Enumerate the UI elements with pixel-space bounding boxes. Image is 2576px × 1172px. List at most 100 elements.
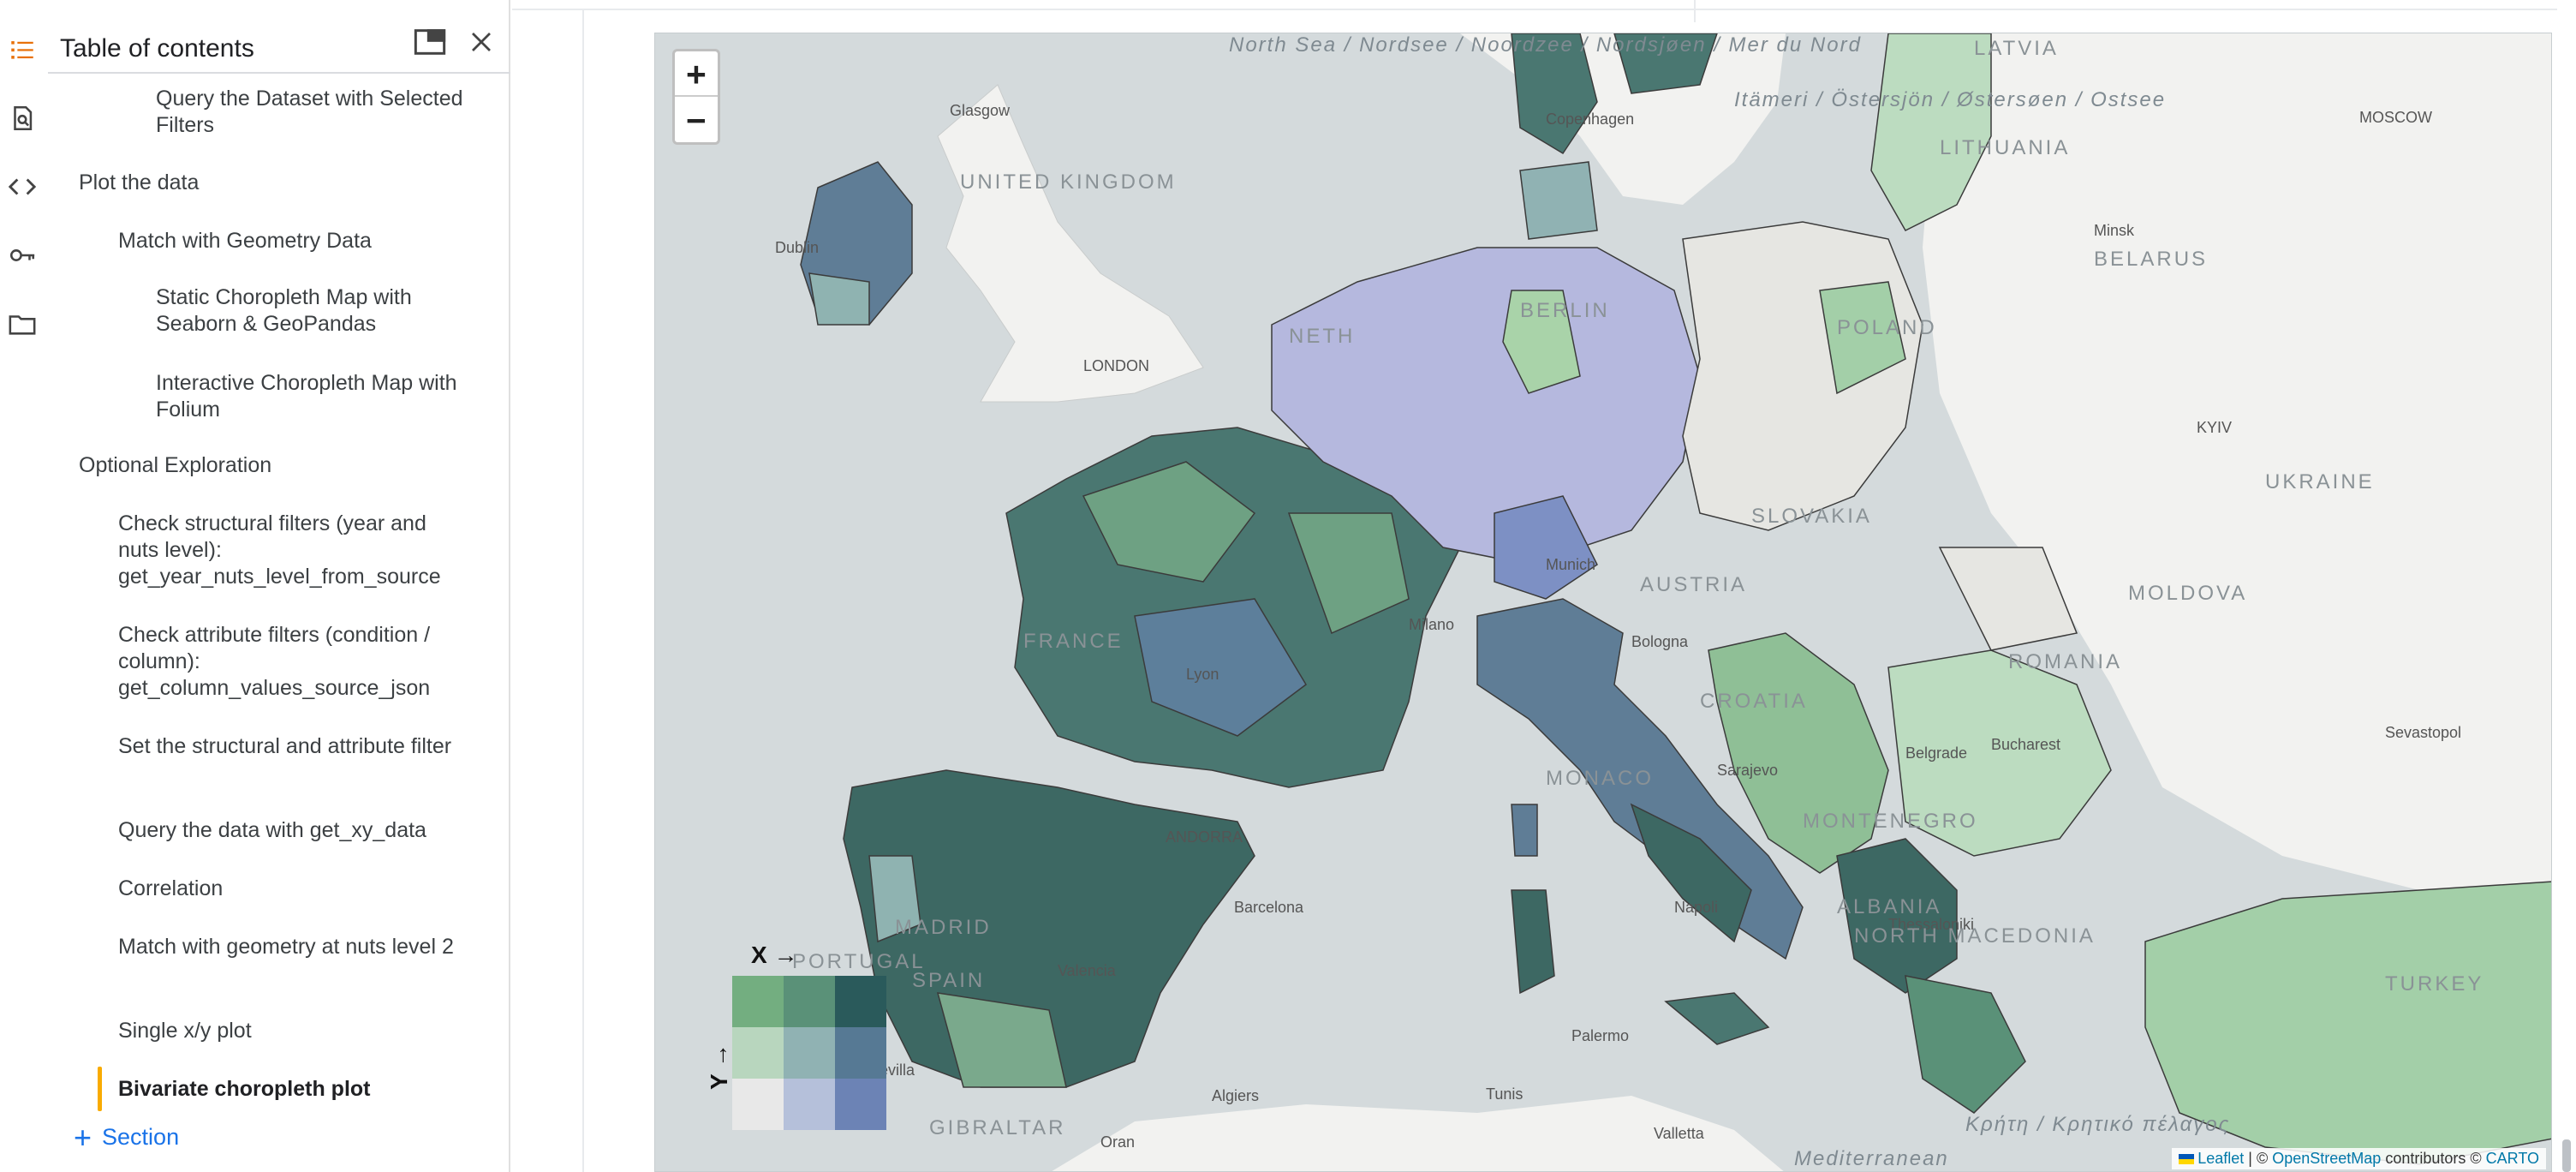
map-label: Sevastopol — [2385, 724, 2462, 741]
toc-item[interactable]: Single x/y plot — [118, 1019, 252, 1043]
map-label: TURKEY — [2385, 972, 2484, 996]
map-label: Bologna — [1631, 633, 1689, 650]
notebook-main: North Sea / Nordsee / Noordzee / Nordsjø… — [512, 0, 2576, 1172]
map-label: MOSCOW — [2359, 109, 2432, 126]
toc-panel: Table of contents Query the Dataset with… — [48, 0, 553, 1172]
legend-x-label: X → — [751, 942, 798, 968]
leaflet-link[interactable]: Leaflet — [2197, 1150, 2245, 1167]
map-label: FRANCE — [1023, 630, 1124, 653]
map-label: Napoli — [1674, 899, 1719, 916]
map-label: MONACO — [1546, 767, 1654, 790]
toc-item[interactable]: Plot the data — [79, 170, 200, 194]
map-label: Oran — [1100, 1133, 1136, 1151]
key-icon[interactable] — [3, 236, 41, 274]
legend-cell — [732, 1079, 784, 1130]
legend-y-label: Y → — [705, 1043, 732, 1090]
map-label: Itämeri / Östersjön / Østersøen / Ostsee — [1734, 88, 2167, 111]
toc-item[interactable]: Static Choropleth Map with Seaborn & Geo… — [156, 285, 412, 336]
toc-item[interactable]: Set the structural and attribute filter — [118, 734, 452, 758]
osm-link[interactable]: OpenStreetMap — [2272, 1150, 2382, 1167]
find-icon[interactable] — [3, 99, 41, 137]
map-label: LITHUANIA — [1940, 136, 2071, 159]
toc-item[interactable]: Check structural filters (year and nuts … — [118, 511, 441, 589]
toc-item[interactable]: Query the Dataset with Selected Filters — [156, 87, 463, 137]
map-label: Copenhagen — [1546, 111, 1635, 128]
map-label: UKRAINE — [2265, 470, 2375, 493]
cell-divider — [1694, 0, 1696, 22]
main-scrollbar-thumb[interactable] — [2562, 1139, 2571, 1172]
legend-cell — [835, 976, 886, 1027]
side-rail — [0, 0, 48, 1172]
map-label: Belgrade — [1905, 744, 1968, 762]
zoom-control: + − — [672, 49, 720, 145]
legend-cell — [784, 1027, 835, 1079]
toc-item[interactable]: Correlation — [118, 876, 224, 900]
map-label: North Sea / Nordsee / Noordzee / Nordsjø… — [1229, 33, 1862, 57]
zoom-out-button[interactable]: − — [686, 100, 707, 139]
toc-item[interactable]: Interactive Choropleth Map with Folium — [156, 371, 457, 422]
toc-item-active[interactable]: Bivariate choropleth plot — [118, 1077, 371, 1101]
close-icon[interactable] — [461, 24, 502, 60]
legend-grid — [732, 976, 886, 1130]
toc-title: Table of contents — [60, 34, 254, 63]
zoom-in-button[interactable]: + — [675, 51, 718, 97]
carto-link[interactable]: CARTO — [2485, 1150, 2539, 1167]
toc-list: Query the Dataset with Selected Filters … — [48, 77, 493, 1172]
map-label: AUSTRIA — [1640, 573, 1748, 596]
toc-item[interactable]: Query the data with get_xy_data — [118, 818, 426, 842]
cell-gutter — [582, 10, 584, 1172]
map-label: Barcelona — [1234, 899, 1304, 916]
legend-cell — [784, 976, 835, 1027]
legend-cell — [732, 976, 784, 1027]
map-label: ALBANIA — [1837, 895, 1942, 918]
map-label: Tunis — [1486, 1085, 1524, 1103]
map-label: Munich — [1546, 556, 1596, 573]
map-label: ANDORRA — [1166, 828, 1243, 846]
map-label: MOLDOVA — [2128, 582, 2248, 605]
map-label: KYIV — [2197, 419, 2233, 436]
bivariate-legend: X → Y → — [703, 942, 886, 1139]
map-label: Valletta — [1654, 1125, 1704, 1142]
map-label: CROATIA — [1700, 690, 1808, 713]
ukraine-flag-icon — [2179, 1154, 2195, 1165]
map-label: NETH — [1289, 325, 1356, 348]
toc-item[interactable]: Match with Geometry Data — [118, 229, 372, 253]
toc-item[interactable]: Match with geometry at nuts level 2 — [118, 935, 454, 959]
map-label: SPAIN — [912, 969, 986, 992]
map-label: Dublin — [775, 239, 820, 256]
map-label: MADRID — [895, 916, 992, 939]
active-indicator — [98, 1067, 102, 1111]
map-label: Palermo — [1571, 1027, 1630, 1044]
map-label: Thessaloniki — [1888, 916, 1975, 933]
map-label: GIBRALTAR — [929, 1116, 1066, 1139]
map-label: Milano — [1409, 616, 1455, 633]
map-label: MONTENEGRO — [1803, 810, 1978, 833]
map-label: SLOVAKIA — [1751, 505, 1872, 528]
add-section-button[interactable]: + Section — [74, 1119, 180, 1155]
map-label: LONDON — [1083, 357, 1150, 374]
map-label: Algiers — [1212, 1087, 1260, 1104]
map-label: LATVIA — [1974, 37, 2059, 60]
map-label: BELARUS — [2094, 248, 2209, 271]
map-label: PORTUGAL — [792, 950, 926, 973]
map-label: Valencia — [1058, 962, 1116, 979]
map-attribution: Leaflet | © OpenStreetMap contributors ©… — [2172, 1148, 2546, 1169]
popout-icon[interactable] — [409, 24, 450, 60]
toc-item[interactable]: Check attribute filters (condition / col… — [118, 623, 431, 700]
legend-cell — [732, 1027, 784, 1079]
toc-icon[interactable] — [3, 31, 41, 69]
map-label: ROMANIA — [2008, 650, 2123, 673]
folder-icon[interactable] — [3, 305, 41, 343]
map-label: Sarajevo — [1717, 762, 1779, 779]
plus-icon: + — [74, 1119, 92, 1155]
map-label: Mediterranean — [1794, 1147, 1949, 1170]
legend-cell — [784, 1079, 835, 1130]
add-section-label: Section — [102, 1124, 180, 1150]
toc-item[interactable]: Optional Exploration — [79, 453, 272, 477]
code-icon[interactable] — [3, 168, 41, 206]
map-container[interactable]: North Sea / Nordsee / Noordzee / Nordsjø… — [654, 33, 2552, 1172]
map-canvas[interactable] — [655, 33, 2552, 1172]
map-label: BERLIN — [1520, 299, 1610, 322]
toc-header: Table of contents — [48, 0, 510, 74]
